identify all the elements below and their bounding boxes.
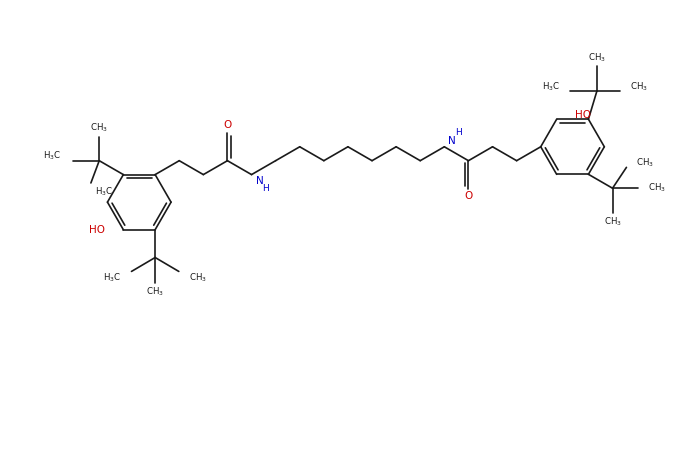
Text: CH$_3$: CH$_3$ xyxy=(90,122,108,135)
Text: HO: HO xyxy=(575,110,590,120)
Text: H: H xyxy=(262,184,269,193)
Text: H$_3$C: H$_3$C xyxy=(43,149,61,162)
Text: CH$_3$: CH$_3$ xyxy=(636,156,654,169)
Text: CH$_3$: CH$_3$ xyxy=(630,80,648,93)
Text: HO: HO xyxy=(90,225,105,235)
Text: H$_3$C: H$_3$C xyxy=(542,80,560,93)
Text: O: O xyxy=(223,120,232,130)
Text: CH$_3$: CH$_3$ xyxy=(146,285,164,298)
Text: N: N xyxy=(448,136,456,146)
Text: H$_3$C: H$_3$C xyxy=(95,186,113,198)
Text: N: N xyxy=(256,176,263,185)
Text: CH$_3$: CH$_3$ xyxy=(588,51,606,63)
Text: CH$_3$: CH$_3$ xyxy=(604,216,622,229)
Text: CH$_3$: CH$_3$ xyxy=(647,182,666,194)
Text: H: H xyxy=(455,128,462,137)
Text: O: O xyxy=(464,191,473,202)
Text: CH$_3$: CH$_3$ xyxy=(189,271,207,284)
Text: H$_3$C: H$_3$C xyxy=(103,271,122,284)
